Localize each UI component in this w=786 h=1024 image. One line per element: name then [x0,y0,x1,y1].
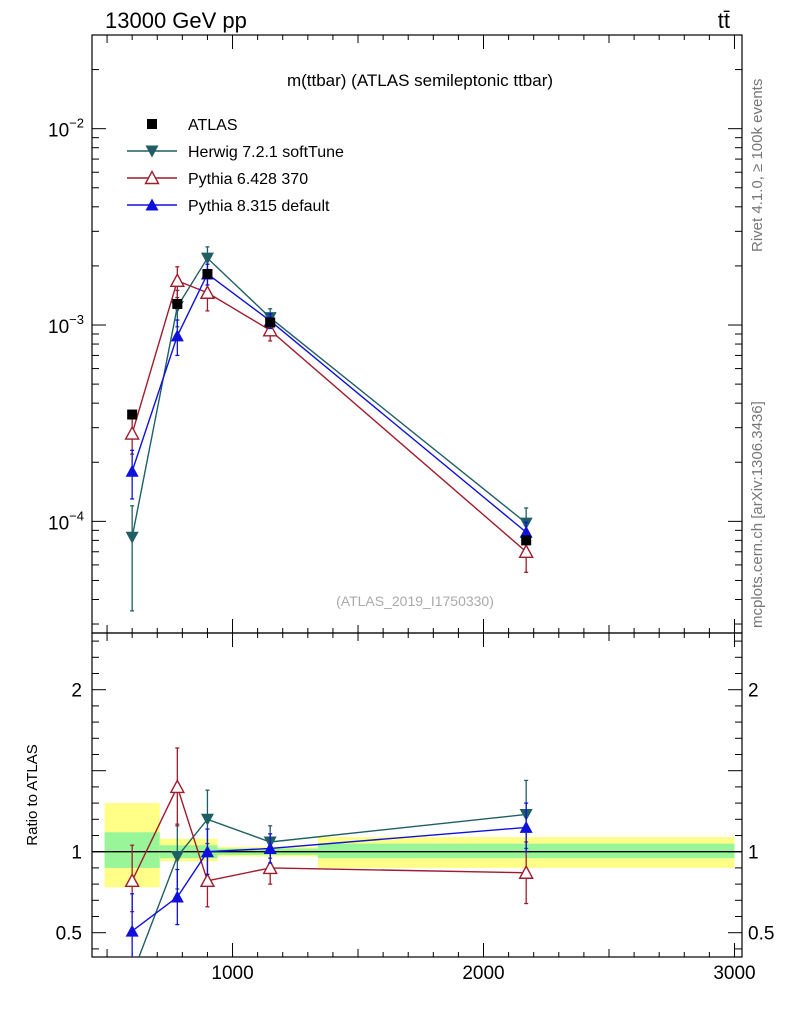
legend-label: Herwig 7.2.1 softTune [188,144,344,161]
ratio-series-2 [124,747,534,913]
data-point [518,543,534,558]
ratio-y-tick-label-right: 2 [748,681,759,702]
y-tick-label-base: 10 [48,121,69,142]
ratio-y-tick-label: 0.5 [56,924,82,945]
series-0 [127,268,532,546]
data-point [127,409,138,420]
rivet-version-label: Rivet 4.1.0, ≥ 100k events [749,79,766,252]
ratio-point [262,859,278,875]
ratio-point [124,872,140,888]
data-point [200,252,214,265]
legend-label: Pythia 6.428 370 [188,171,308,188]
data-point [172,298,183,309]
series-1 [125,246,533,612]
ratio-point [125,924,139,937]
y-tick-label: 10−4 [48,508,84,534]
y-tick-label-exponent: −4 [69,508,84,523]
data-point [125,531,139,544]
header-energy-label: 13000 GeV pp [105,8,247,33]
data-point [170,329,184,342]
main-panel: 10−410−310−2 [48,34,743,634]
data-point [521,535,532,546]
ratio-y-tick-label: 1 [71,843,82,864]
series-line [131,272,527,533]
ratio-point [199,872,216,888]
ratio-point [200,845,214,858]
ratio-bands [104,803,735,888]
ratio-panel: 1000 2000 3000 0.5 0.5 1 1 2 2 [56,632,774,984]
y-tick-label-base: 10 [48,317,69,338]
data-point [125,464,139,477]
analysis-watermark: (ATLAS_2019_I1750330) [336,593,494,609]
ratio-point [169,778,186,794]
legend-marker [144,170,160,185]
series-line [131,279,527,553]
chart-title: m(ttbar) (ATLAS semileptonic ttbar) [287,71,553,90]
mcplots-reference-label: mcplots.cern.ch [arXiv:1306.3436] [749,401,766,628]
ratio-point [126,969,139,981]
ratio-point [200,813,214,826]
legend-marker [145,145,159,158]
y-tick-label-exponent: −3 [69,312,84,327]
data-point [199,284,216,299]
y-tick-label: 10−3 [48,312,84,338]
ratio-y-tick-label-right: 1 [748,843,759,864]
ratio-y-tick-label: 2 [71,681,82,702]
x-tick-label: 1000 [211,963,253,984]
series-3 [125,263,533,544]
series-line [131,257,527,538]
ratio-point [263,841,277,854]
header-process-label: tt̄ [718,8,730,33]
ratio-point [519,820,533,833]
data-point [202,268,213,279]
legend-marker [145,198,159,211]
ratio-ylabel: Ratio to ATLAS [24,744,41,845]
x-tick-label: 2000 [462,963,504,984]
x-tick-label: 3000 [713,963,755,984]
ratio-point [518,864,534,879]
legend-label: ATLAS [188,117,238,134]
data-point [124,425,140,440]
series-2 [124,266,534,573]
data-point [265,317,276,328]
y-tick-label-base: 10 [48,513,69,534]
ratio-point [170,890,184,903]
ratio-series-3 [125,802,533,957]
legend-marker [147,119,157,129]
legend-label: Pythia 8.315 default [188,198,330,215]
ratio-point [170,851,184,864]
y-tick-label-exponent: −2 [69,116,84,131]
data-point [262,322,278,337]
legend: ATLAS Herwig 7.2.1 softTune Pythia 6.428 3… [127,117,344,215]
data-point [169,272,186,287]
ratio-y-tick-label-right: 0.5 [748,924,774,945]
ratio-frame [91,632,743,958]
data-point [519,525,533,538]
y-tick-label: 10−2 [48,116,84,142]
